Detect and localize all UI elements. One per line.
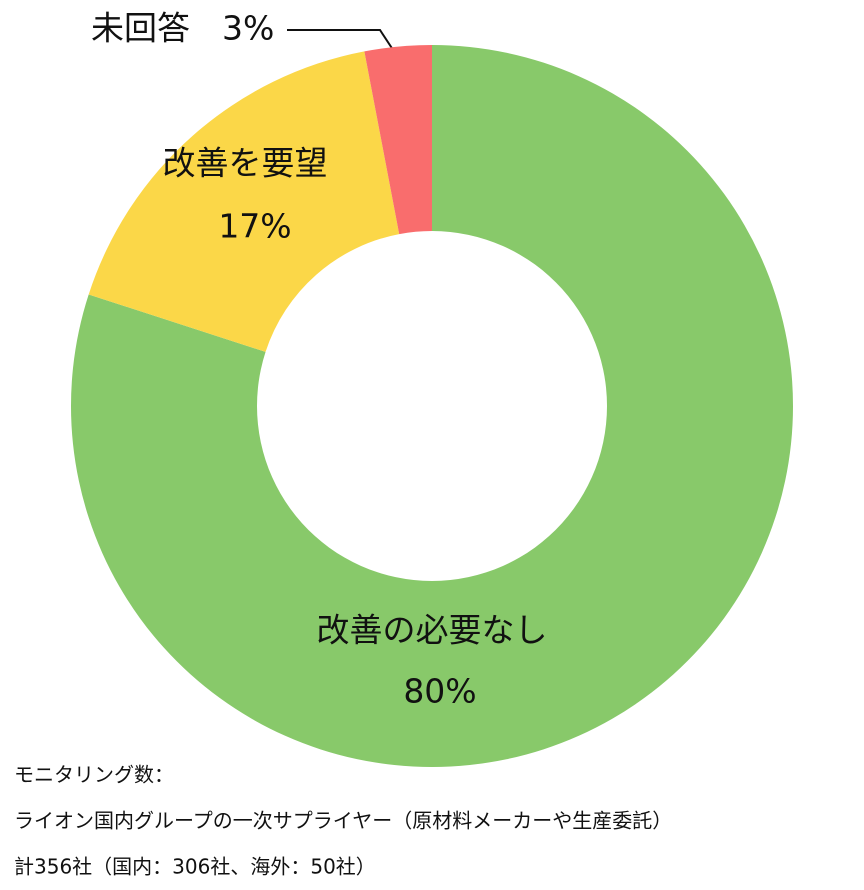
footnote: ライオン国内グループの一次サプライヤー（原材料メーカーや生産委託） [14,809,672,833]
slice-label: 改善の必要なし [317,611,548,650]
footnote: モニタリング数： [14,763,174,787]
slice [364,45,432,235]
slice-label: 改善を要望 [163,144,328,183]
value-label: 3% [222,9,274,48]
value-label: 80% [403,672,476,711]
value-label: 17% [218,207,291,246]
footnote: 計356社（国内：306社、海外：50社） [14,855,376,879]
slice [71,45,793,768]
slice-label: 未回答 [91,9,190,48]
slice [88,51,400,352]
